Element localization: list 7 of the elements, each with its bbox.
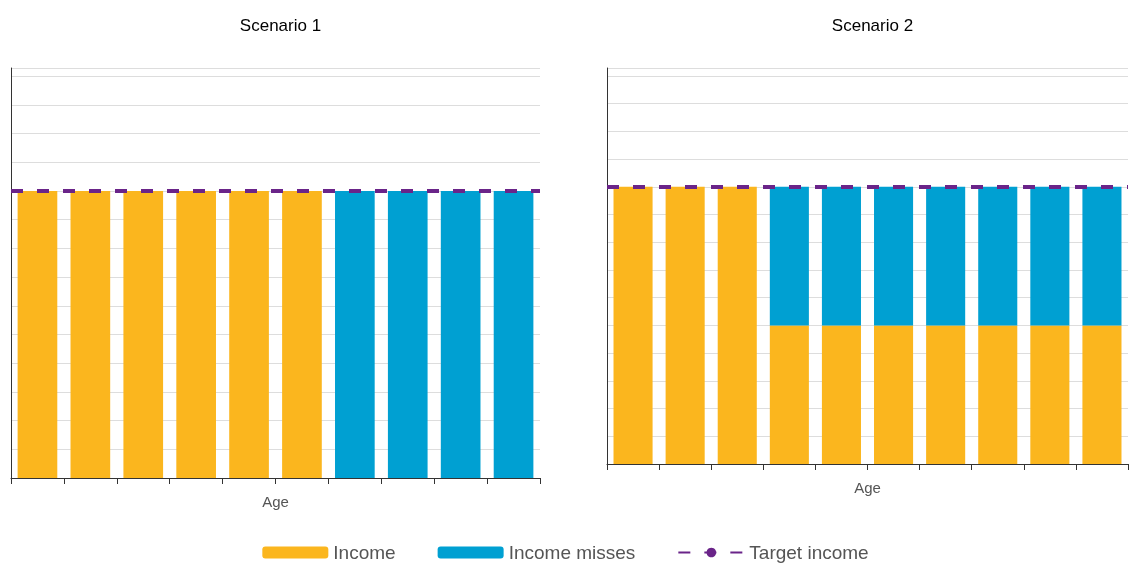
legend-label: Income: [333, 542, 396, 563]
x-axis-title: Age: [262, 493, 289, 510]
chart-title: Scenario 1: [239, 16, 322, 35]
legend-label: Income misses: [508, 542, 636, 563]
chart-title: Scenario 2: [831, 16, 914, 35]
x-axis-title: Age: [854, 479, 881, 496]
legend-label: Target income: [749, 542, 869, 563]
